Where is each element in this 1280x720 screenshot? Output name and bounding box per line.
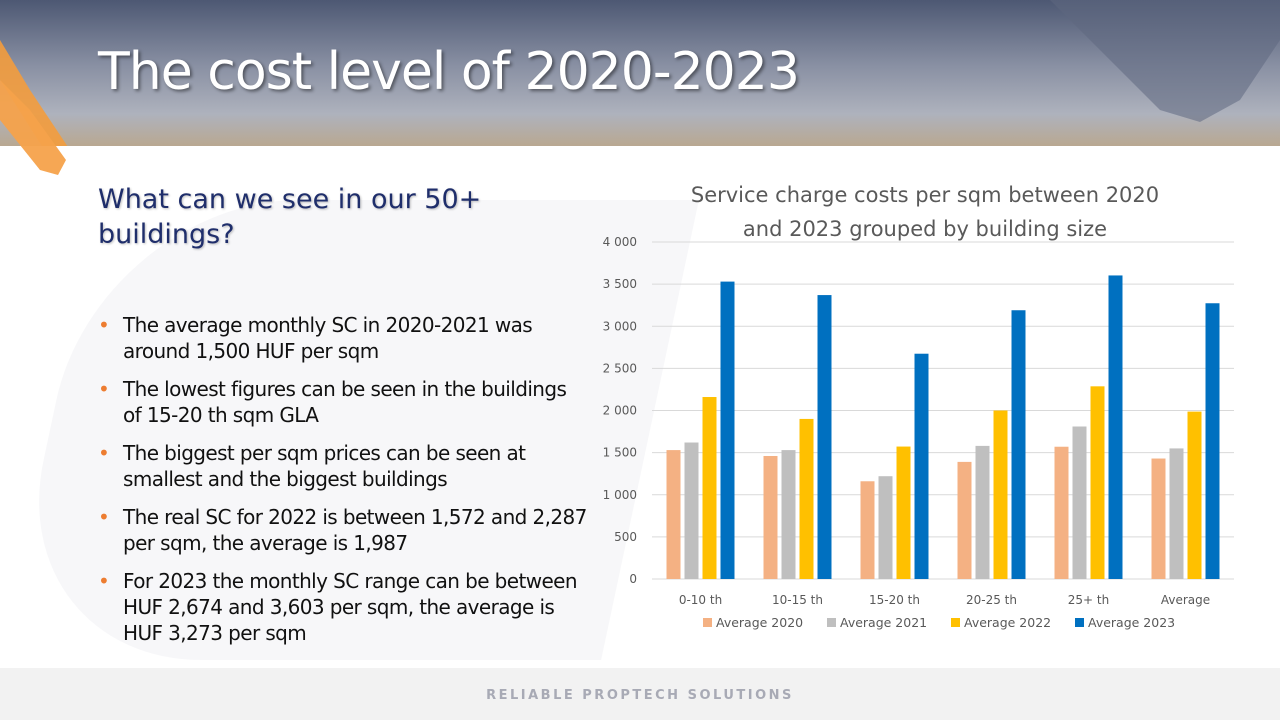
legend-swatch [951,618,960,627]
bar [763,455,778,579]
y-tick-label: 3 000 [603,319,637,333]
bar-chart: Service charge costs per sqm between 202… [603,183,1234,630]
bar [914,353,929,579]
y-tick-label: 0 [629,572,637,586]
bullet-icon: • [98,313,110,337]
bar [1108,275,1123,579]
legend-label: Average 2022 [964,615,1051,630]
bar [720,281,735,579]
bullet-icon: • [98,441,110,465]
bar [817,295,832,579]
bar [993,410,1008,579]
bar [781,450,796,579]
bullet-item: • The average monthly SC in 2020-2021 was… [98,312,588,364]
y-tick-label: 1 500 [603,446,637,460]
bar [1090,386,1105,579]
header-dark-shape [1050,0,1280,122]
bar [957,461,972,579]
orange-accent-shape [0,80,66,175]
bar [666,450,681,579]
bar [1187,411,1202,579]
bullet-item: • The lowest figures can be seen in the b… [98,376,588,428]
bar [1054,446,1069,579]
x-tick-label: 15-20 th [869,593,920,607]
bar [702,397,717,579]
bar [896,446,911,579]
footer-text: RELIABLE PROPTECH SOLUTIONS [486,688,794,703]
x-tick-label: Average [1161,593,1210,607]
bar [975,445,990,579]
legend-label: Average 2020 [716,615,803,630]
bar [860,481,875,579]
legend-label: Average 2021 [840,615,927,630]
bullet-item: • The real SC for 2022 is between 1,572 a… [98,504,588,556]
bullet-icon: • [98,377,110,401]
y-tick-label: 500 [614,530,637,544]
chart-title-line: and 2023 grouped by building size [743,217,1107,241]
bar [1151,458,1166,579]
section-subtitle: What can we see in our 50+ buildings? [98,184,482,250]
y-tick-label: 2 000 [603,404,637,418]
x-tick-label: 10-15 th [772,593,823,607]
bar [878,476,893,579]
bullet-text: The real SC for 2022 is between 1,572 an… [123,505,587,555]
bullet-item: • The biggest per sqm prices can be seen … [98,440,588,492]
bullet-text: For 2023 the monthly SC range can be bet… [123,569,578,645]
legend-swatch [703,618,712,627]
x-tick-label: 0-10 th [679,593,722,607]
footer-bar [0,668,1280,720]
bar [799,418,814,579]
bar [684,442,699,579]
bullet-item: • For 2023 the monthly SC range can be be… [98,568,588,646]
x-tick-label: 25+ th [1068,593,1109,607]
header-banner: The cost level of 2020-2023 [0,0,1280,146]
y-tick-label: 2 500 [603,361,637,375]
bullet-icon: • [98,569,110,593]
y-tick-label: 3 500 [603,277,637,291]
y-tick-label: 1 000 [603,488,637,502]
y-tick-label: 4 000 [603,235,637,249]
bar [1011,310,1026,579]
legend-swatch [827,618,836,627]
bullet-text: The biggest per sqm prices can be seen a… [123,441,526,491]
bar [1169,448,1184,579]
bullet-list: • The average monthly SC in 2020-2021 was… [98,312,588,658]
bar [1072,426,1087,579]
bullet-text: The lowest figures can be seen in the bu… [123,377,567,427]
legend-swatch [1075,618,1084,627]
bar [1205,303,1220,579]
page-title: The cost level of 2020-2023 [98,42,800,102]
legend-label: Average 2023 [1088,615,1175,630]
bullet-text: The average monthly SC in 2020-2021 was … [123,313,533,363]
bullet-icon: • [98,505,110,529]
chart-title-line: Service charge costs per sqm between 202… [691,183,1159,207]
x-tick-label: 20-25 th [966,593,1017,607]
